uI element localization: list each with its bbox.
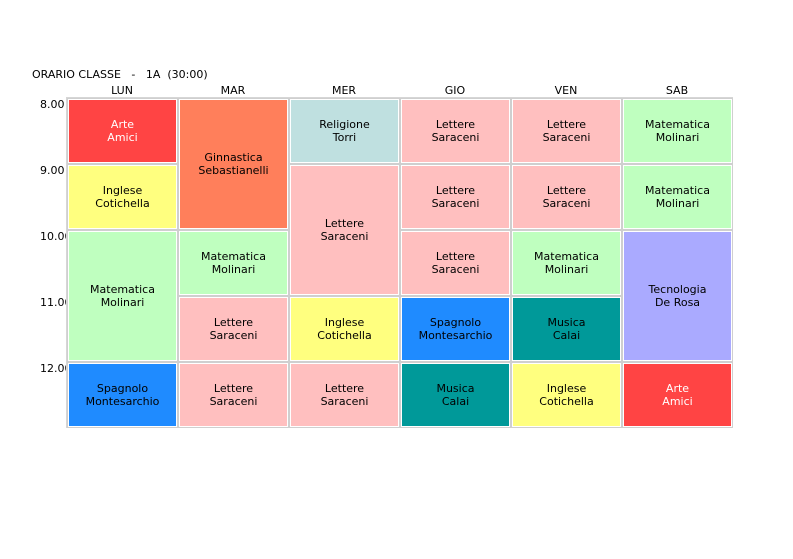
lesson-cell-tecnologia[interactable]: Tecnologia De Rosa <box>622 230 733 362</box>
lesson-subject: Spagnolo <box>429 316 482 329</box>
lesson-subject: Religione <box>319 118 370 131</box>
lesson-cell-arte[interactable]: Arte Amici <box>622 362 733 428</box>
lesson-subject: Matematica <box>90 283 155 296</box>
day-header-mer: MER <box>331 84 357 97</box>
lesson-teacher: Saraceni <box>209 329 258 342</box>
lesson-subject: Musica <box>547 316 586 329</box>
lesson-cell-inglese[interactable]: Inglese Cotichella <box>289 296 400 362</box>
lesson-teacher: Calai <box>552 329 581 342</box>
lesson-cell-lettere[interactable]: Lettere Saraceni <box>289 362 400 428</box>
lesson-subject: Matematica <box>534 250 599 263</box>
lesson-teacher: Saraceni <box>431 131 480 144</box>
lesson-teacher: Saraceni <box>209 395 258 408</box>
lesson-cell-arte[interactable]: Arte Amici <box>67 98 178 164</box>
timetable-grid <box>66 97 733 428</box>
lesson-cell-matematica[interactable]: Matematica Molinari <box>622 98 733 164</box>
lesson-teacher: Saraceni <box>431 197 480 210</box>
lesson-teacher: Molinari <box>655 197 700 210</box>
lesson-teacher: Molinari <box>544 263 589 276</box>
lesson-cell-inglese[interactable]: Inglese Cotichella <box>67 164 178 230</box>
time-label: 9.00 <box>40 164 65 177</box>
lesson-teacher: Saraceni <box>542 197 591 210</box>
lesson-cell-musica[interactable]: Musica Calai <box>511 296 622 362</box>
lesson-subject: Arte <box>110 118 135 131</box>
lesson-subject: Lettere <box>324 382 365 395</box>
lesson-teacher: Saraceni <box>431 263 480 276</box>
lesson-cell-lettere[interactable]: Lettere Saraceni <box>400 164 511 230</box>
lesson-subject: Lettere <box>435 118 476 131</box>
lesson-subject: Musica <box>436 382 475 395</box>
lesson-cell-ginnastica[interactable]: Ginnastica Sebastianelli <box>178 98 289 230</box>
lesson-subject: Ginnastica <box>204 151 263 164</box>
lesson-cell-lettere[interactable]: Lettere Saraceni <box>400 230 511 296</box>
lesson-teacher: Saraceni <box>320 230 369 243</box>
time-label: 8.00 <box>40 98 65 111</box>
day-header-ven: VEN <box>554 84 578 97</box>
lesson-subject: Lettere <box>213 382 254 395</box>
lesson-cell-spagnolo[interactable]: Spagnolo Montesarchio <box>67 362 178 428</box>
lesson-teacher: Amici <box>662 395 693 408</box>
lesson-teacher: Saraceni <box>542 131 591 144</box>
lesson-subject: Inglese <box>324 316 365 329</box>
time-label: 10.00 <box>40 230 72 243</box>
lesson-cell-musica[interactable]: Musica Calai <box>400 362 511 428</box>
lesson-teacher: Cotichella <box>95 197 150 210</box>
lesson-cell-religione[interactable]: Religione Torri <box>289 98 400 164</box>
lesson-subject: Lettere <box>546 118 587 131</box>
day-header-gio: GIO <box>444 84 466 97</box>
lesson-teacher: Torri <box>332 131 357 144</box>
lesson-teacher: Calai <box>441 395 470 408</box>
day-header-lun: LUN <box>111 84 133 97</box>
lesson-cell-matematica[interactable]: Matematica Molinari <box>67 230 178 362</box>
page-title: ORARIO CLASSE - 1A (30:00) <box>32 68 208 81</box>
lesson-teacher: Molinari <box>211 263 256 276</box>
lesson-teacher: Amici <box>107 131 138 144</box>
lesson-cell-matematica[interactable]: Matematica Molinari <box>622 164 733 230</box>
lesson-teacher: Molinari <box>100 296 145 309</box>
lesson-subject: Lettere <box>546 184 587 197</box>
lesson-cell-lettere[interactable]: Lettere Saraceni <box>178 296 289 362</box>
lesson-subject: Matematica <box>645 184 710 197</box>
lesson-cell-matematica[interactable]: Matematica Molinari <box>511 230 622 296</box>
lesson-teacher: Saraceni <box>320 395 369 408</box>
lesson-subject: Lettere <box>435 184 476 197</box>
lesson-teacher: Montesarchio <box>418 329 493 342</box>
lesson-teacher: Sebastianelli <box>198 164 269 177</box>
lesson-subject: Lettere <box>435 250 476 263</box>
day-header-sab: SAB <box>665 84 689 97</box>
lesson-cell-inglese[interactable]: Inglese Cotichella <box>511 362 622 428</box>
lesson-cell-lettere[interactable]: Lettere Saraceni <box>511 164 622 230</box>
lesson-subject: Tecnologia <box>648 283 707 296</box>
lesson-cell-lettere[interactable]: Lettere Saraceni <box>289 164 400 296</box>
time-label: 11.00 <box>40 296 72 309</box>
lesson-cell-lettere[interactable]: Lettere Saraceni <box>178 362 289 428</box>
lesson-cell-lettere[interactable]: Lettere Saraceni <box>400 98 511 164</box>
lesson-subject: Arte <box>665 382 690 395</box>
lesson-cell-matematica[interactable]: Matematica Molinari <box>178 230 289 296</box>
lesson-teacher: Cotichella <box>539 395 594 408</box>
lesson-teacher: Montesarchio <box>85 395 160 408</box>
lesson-teacher: De Rosa <box>654 296 701 309</box>
lesson-subject: Spagnolo <box>96 382 149 395</box>
lesson-cell-spagnolo[interactable]: Spagnolo Montesarchio <box>400 296 511 362</box>
time-label: 12.00 <box>40 362 72 375</box>
lesson-subject: Matematica <box>645 118 710 131</box>
lesson-teacher: Cotichella <box>317 329 372 342</box>
lesson-cell-lettere[interactable]: Lettere Saraceni <box>511 98 622 164</box>
lesson-subject: Lettere <box>324 217 365 230</box>
lesson-subject: Inglese <box>102 184 143 197</box>
lesson-teacher: Molinari <box>655 131 700 144</box>
lesson-subject: Inglese <box>546 382 587 395</box>
lesson-subject: Lettere <box>213 316 254 329</box>
lesson-subject: Matematica <box>201 250 266 263</box>
day-header-mar: MAR <box>220 84 246 97</box>
